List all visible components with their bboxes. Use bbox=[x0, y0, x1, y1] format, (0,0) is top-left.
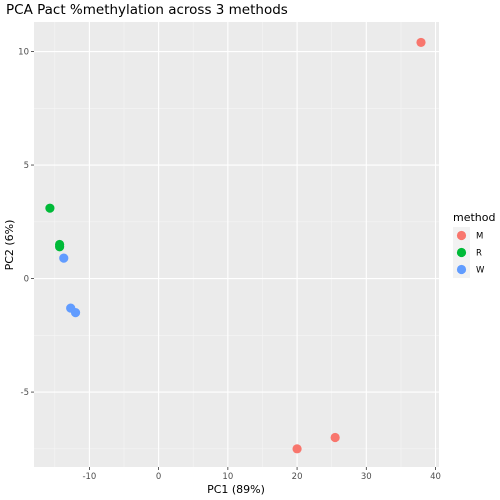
y-axis-title: PC2 (6%) bbox=[3, 220, 16, 271]
x-tick-label: 30 bbox=[361, 472, 372, 482]
plot-panel bbox=[34, 22, 439, 467]
data-point-M bbox=[331, 433, 340, 442]
data-point-W bbox=[71, 308, 80, 317]
x-tick-label: -10 bbox=[82, 472, 96, 482]
legend-label-R: R bbox=[476, 249, 482, 259]
y-tick-label: -5 bbox=[21, 388, 29, 398]
legend-swatch-R bbox=[457, 248, 466, 257]
x-tick-label: 0 bbox=[156, 472, 161, 482]
x-tick-label: 40 bbox=[430, 472, 441, 482]
legend-swatch-W bbox=[457, 265, 466, 274]
x-tick-label: 10 bbox=[222, 472, 233, 482]
y-axis-ticks: -5 0 5 10 bbox=[18, 48, 34, 399]
data-point-M bbox=[292, 444, 301, 453]
legend-label-W: W bbox=[476, 266, 485, 276]
x-axis-ticks: -10 0 10 20 30 40 bbox=[82, 467, 441, 482]
x-axis-title: PC1 (89%) bbox=[207, 483, 265, 496]
legend: method MRW bbox=[453, 211, 495, 278]
legend-label-M: M bbox=[476, 232, 483, 242]
data-point-R bbox=[45, 204, 54, 213]
chart-title: PCA Pact %methylation across 3 methods bbox=[6, 2, 288, 18]
data-point-R bbox=[55, 242, 64, 251]
data-point-W bbox=[59, 254, 68, 263]
y-tick-label: 10 bbox=[18, 48, 29, 58]
y-tick-label: 0 bbox=[24, 275, 29, 285]
legend-title: method bbox=[453, 211, 495, 224]
legend-swatch-M bbox=[457, 231, 466, 240]
data-point-M bbox=[416, 38, 425, 47]
x-tick-label: 20 bbox=[292, 472, 303, 482]
y-tick-label: 5 bbox=[24, 161, 29, 171]
